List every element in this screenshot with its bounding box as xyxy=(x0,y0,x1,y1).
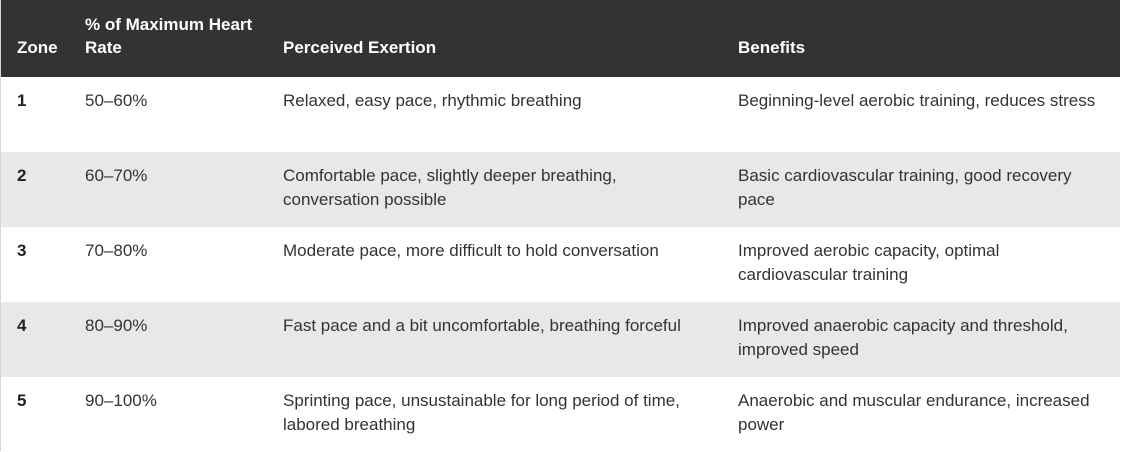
exertion-cell: Relaxed, easy pace, rhythmic breathing xyxy=(283,91,582,110)
header-zone: Zone xyxy=(17,38,58,57)
zone-cell: 2 xyxy=(17,166,27,185)
header-benefits: Benefits xyxy=(738,38,806,57)
benefits-cell: Basic cardiovascular training, good reco… xyxy=(738,166,1072,209)
exertion-cell: Comfortable pace, slightly deeper breath… xyxy=(283,166,617,209)
table-row: 1 50–60% Relaxed, easy pace, rhythmic br… xyxy=(1,77,1120,152)
benefits-cell: Improved aerobic capacity, optimal cardi… xyxy=(738,241,1000,284)
zone-cell: 5 xyxy=(17,391,27,410)
benefits-cell: Anaerobic and muscular endurance, increa… xyxy=(738,391,1090,434)
exertion-cell: Moderate pace, more difficult to hold co… xyxy=(283,241,659,260)
heart-rate-cell: 60–70% xyxy=(85,166,148,185)
exertion-cell: Fast pace and a bit uncomfortable, breat… xyxy=(283,316,681,335)
heart-rate-cell: 70–80% xyxy=(85,241,148,260)
header-max-heart-rate: % of Maximum Heart Rate xyxy=(85,15,253,57)
header-row: Zone % of Maximum Heart Rate Perceived E… xyxy=(1,0,1120,77)
table-row: 5 90–100% Sprinting pace, unsustainable … xyxy=(1,377,1120,452)
exertion-cell: Sprinting pace, unsustainable for long p… xyxy=(283,391,680,434)
table-row: 2 60–70% Comfortable pace, slightly deep… xyxy=(1,152,1120,227)
table-header: Zone % of Maximum Heart Rate Perceived E… xyxy=(1,0,1120,77)
zone-cell: 3 xyxy=(17,241,27,260)
heart-rate-cell: 50–60% xyxy=(85,91,148,110)
benefits-cell: Beginning-level aerobic training, reduce… xyxy=(738,91,1096,110)
benefits-cell: Improved anaerobic capacity and threshol… xyxy=(738,316,1068,359)
header-perceived-exertion: Perceived Exertion xyxy=(283,38,437,57)
zone-cell: 1 xyxy=(17,91,27,110)
table-body: 1 50–60% Relaxed, easy pace, rhythmic br… xyxy=(1,77,1120,452)
heart-rate-cell: 90–100% xyxy=(85,391,157,410)
table-row: 3 70–80% Moderate pace, more difficult t… xyxy=(1,227,1120,302)
zone-cell: 4 xyxy=(17,316,27,335)
heart-rate-cell: 80–90% xyxy=(85,316,148,335)
table-row: 4 80–90% Fast pace and a bit uncomfortab… xyxy=(1,302,1120,377)
